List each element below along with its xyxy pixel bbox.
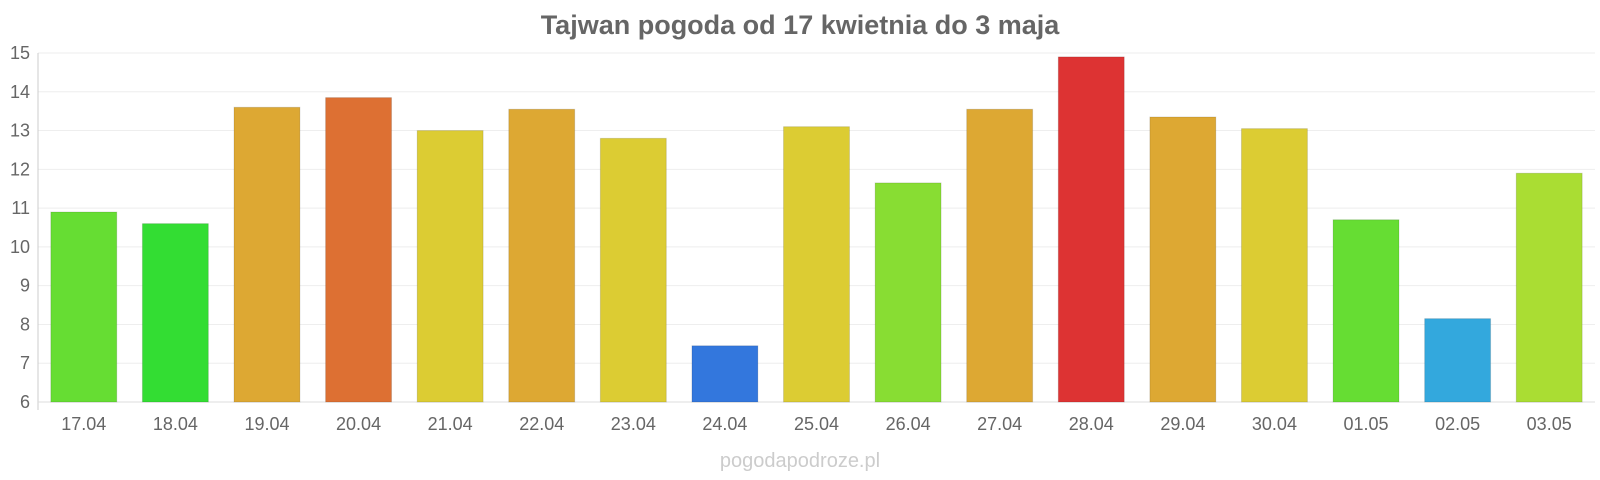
y-tick-label: 11 <box>11 198 30 218</box>
y-tick-label: 12 <box>10 159 30 179</box>
y-tick-label: 14 <box>10 82 30 102</box>
bar <box>1149 116 1217 403</box>
bar <box>691 345 759 403</box>
bar <box>1332 219 1400 403</box>
bar <box>325 97 393 403</box>
x-axis-labels: 17.04 18.04 19.04 20.04 21.04 22.04 23.04 24.04… <box>61 414 1571 434</box>
y-axis-ticks: 6 7 8 9 10 11 12 13 14 15 <box>10 43 30 412</box>
bar <box>1515 172 1583 403</box>
bar <box>783 126 850 403</box>
y-tick-label: 9 <box>20 276 30 296</box>
x-tick-label: 18.04 <box>153 414 198 434</box>
bar <box>599 137 667 403</box>
bar <box>50 211 118 403</box>
x-tick-label: 26.04 <box>886 414 931 434</box>
x-tick-label: 30.04 <box>1252 414 1297 434</box>
watermark: pogodapodroze.pl <box>719 450 881 472</box>
x-tick-label: 24.04 <box>702 414 747 434</box>
y-tick-label: 15 <box>10 43 30 63</box>
x-tick-label: 19.04 <box>244 414 289 434</box>
x-tick-label: 20.04 <box>336 414 381 434</box>
x-tick-label: 22.04 <box>519 414 564 434</box>
bar <box>874 182 942 403</box>
x-tick-label: 01.05 <box>1344 414 1389 434</box>
y-tick-label: 10 <box>10 237 30 257</box>
bar <box>1424 318 1492 403</box>
bar <box>416 130 484 403</box>
x-tick-label: 25.04 <box>794 414 839 434</box>
y-tick-label: 7 <box>20 353 30 373</box>
bar <box>1240 128 1308 403</box>
chart-title: Tajwan pogoda od 17 kwietnia do 3 maja <box>540 10 1060 40</box>
x-tick-label: 27.04 <box>977 414 1022 434</box>
x-tick-label: 21.04 <box>428 414 473 434</box>
y-tick-label: 13 <box>10 121 30 141</box>
bar <box>966 108 1034 403</box>
bar <box>508 108 576 403</box>
bar <box>141 223 209 403</box>
x-tick-label: 02.05 <box>1435 414 1480 434</box>
bar <box>1057 56 1125 403</box>
x-tick-label: 29.04 <box>1160 414 1205 434</box>
x-tick-label: 23.04 <box>611 414 656 434</box>
x-tick-label: 17.04 <box>61 414 106 434</box>
y-tick-label: 6 <box>20 392 30 412</box>
bars <box>50 56 1583 403</box>
x-tick-label: 03.05 <box>1527 414 1572 434</box>
y-tick-label: 8 <box>20 314 30 334</box>
bar <box>233 106 301 403</box>
x-tick-label: 28.04 <box>1069 414 1114 434</box>
